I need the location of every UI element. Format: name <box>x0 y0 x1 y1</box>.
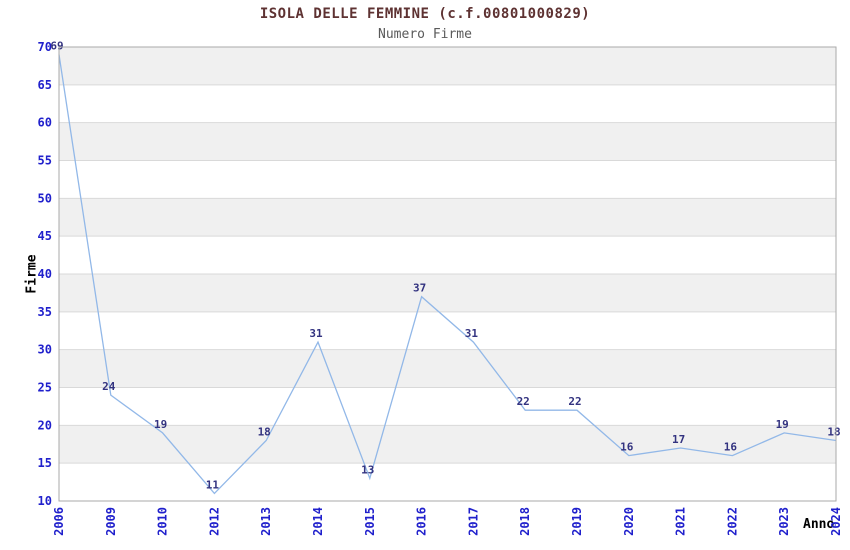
x-tick-label: 2012 <box>207 507 221 536</box>
y-tick-label: 30 <box>38 343 52 357</box>
x-axis-title: Anno <box>803 517 835 532</box>
series-line <box>58 54 837 495</box>
grid-band <box>59 47 836 85</box>
point-label: 18 <box>827 426 840 439</box>
point-label: 24 <box>102 380 116 393</box>
x-tick-label: 2017 <box>466 507 480 536</box>
x-tick-label: 2010 <box>156 507 170 536</box>
plot-border <box>58 46 837 502</box>
point-label: 37 <box>413 282 426 295</box>
grid-band <box>59 122 836 161</box>
x-tick-label: 2021 <box>674 507 688 536</box>
x-tick-label: 2015 <box>363 507 377 536</box>
point-label: 22 <box>568 395 581 408</box>
chart-subtitle: Numero Firme <box>378 27 472 42</box>
y-tick-label: 50 <box>38 191 52 205</box>
x-tick-label: 2014 <box>311 507 325 536</box>
y-tick-label: 55 <box>38 154 52 168</box>
y-tick-label: 15 <box>38 456 52 470</box>
y-tick-label: 70 <box>38 40 52 54</box>
grid-band <box>59 198 836 237</box>
point-label: 22 <box>517 395 530 408</box>
point-label: 19 <box>154 418 167 431</box>
x-tick-label: 2023 <box>777 507 791 536</box>
y-tick-label: 20 <box>38 418 52 432</box>
point-label: 31 <box>309 327 323 340</box>
x-tick-label: 2018 <box>518 507 532 536</box>
chart-title: ISOLA DELLE FEMMINE (c.f.00801000829) <box>259 6 591 22</box>
x-tick-label: 2013 <box>259 507 273 536</box>
y-tick-label: 35 <box>38 305 52 319</box>
x-tick-label: 2009 <box>104 507 118 536</box>
y-tick-label: 60 <box>38 116 52 130</box>
point-label: 17 <box>672 433 685 446</box>
point-label: 16 <box>620 441 634 454</box>
grid-band <box>59 349 836 388</box>
y-tick-label: 25 <box>38 381 52 395</box>
y-tick-label: 45 <box>38 229 52 243</box>
point-label: 16 <box>724 441 738 454</box>
x-tick-label: 2022 <box>725 507 739 536</box>
point-label: 11 <box>206 478 220 491</box>
x-tick-label: 2020 <box>622 507 636 536</box>
y-tick-label: 10 <box>38 494 52 508</box>
x-tick-label: 2019 <box>570 507 584 536</box>
point-label: 18 <box>258 426 271 439</box>
y-tick-label: 65 <box>38 78 52 92</box>
x-tick-label: 2024 <box>829 507 843 536</box>
point-label: 31 <box>465 327 479 340</box>
x-tick-label: 2016 <box>415 507 429 536</box>
point-label: 69 <box>50 40 63 53</box>
grid-band <box>59 274 836 312</box>
grid-band <box>59 425 836 464</box>
y-tick-label: 40 <box>38 267 52 281</box>
point-label: 19 <box>776 418 789 431</box>
x-tick-label: 2006 <box>52 507 66 536</box>
point-label: 13 <box>361 463 374 476</box>
